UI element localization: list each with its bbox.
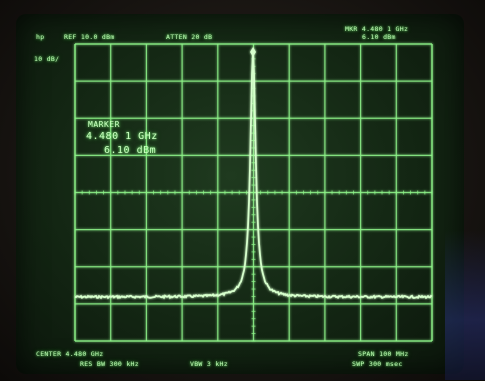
graticule-grid: [74, 43, 433, 342]
marker-level: 6.10 dBm: [104, 145, 157, 156]
marker-frequency-header: MKR 4.480 1 GHz: [345, 25, 409, 33]
screen-reflection: [445, 230, 485, 380]
scale-readout: 10 dB/: [34, 55, 60, 63]
marker-level-header: 6.10 dBm: [362, 33, 396, 41]
marker-title: MARKER: [88, 120, 120, 129]
spectrum-trace-group: [74, 47, 433, 300]
top-left-label: hp: [36, 33, 45, 41]
attenuation-readout: ATTEN 20 dB: [166, 33, 213, 41]
marker-diamond: [250, 47, 256, 57]
span-readout: SPAN 100 MHz: [358, 350, 409, 358]
marker-frequency: 4.480 1 GHz: [86, 131, 158, 142]
sweep-time-readout: SWP 300 msec: [352, 360, 403, 368]
video-bandwidth-readout: VBW 3 kHz: [190, 360, 228, 368]
reference-level-readout: REF 10.0 dBm: [64, 33, 115, 41]
resolution-bandwidth-readout: RES BW 300 kHz: [80, 360, 139, 368]
center-frequency-readout: CENTER 4.480 GHz: [36, 350, 104, 358]
spectrum-trace: [74, 52, 433, 300]
